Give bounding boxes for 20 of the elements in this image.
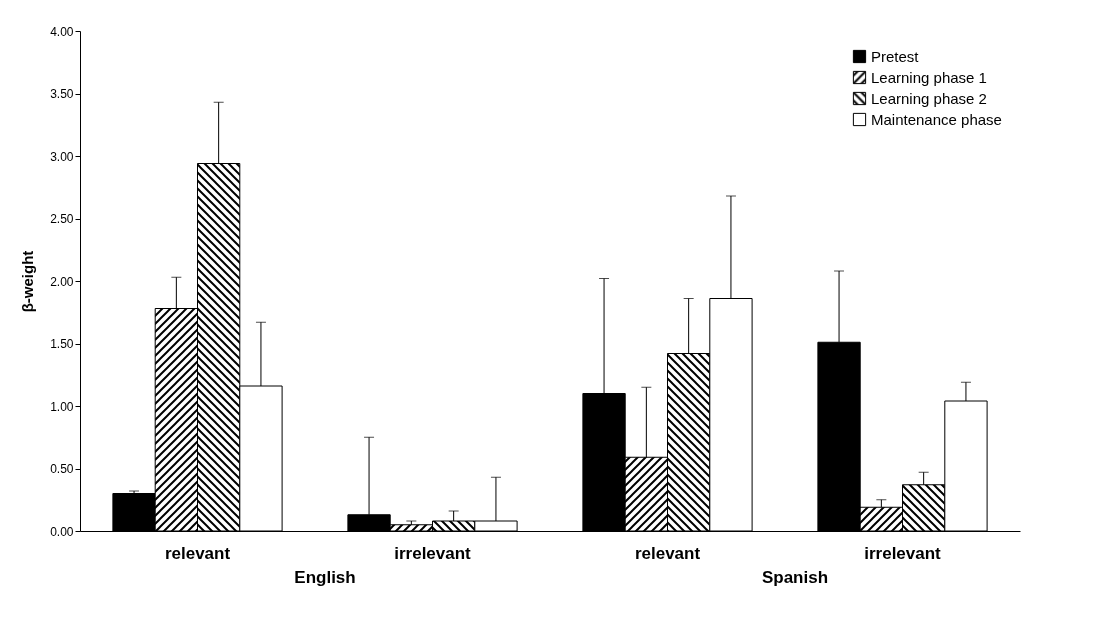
y-tick-label: 3.00 [50,149,74,164]
x-tick-label: irrelevant [864,543,942,563]
y-tick-label: 1.00 [50,399,74,414]
y-tick-label: 4.00 [50,24,74,39]
legend-label: Learning phase 1 [871,68,987,86]
y-tick-label: 2.00 [50,274,74,289]
y-tick-label: 0.00 [50,524,74,539]
x-tick-label: irrelevant [394,543,472,563]
text: Spanish [760,568,830,588]
y-tick-label: 1.50 [50,337,74,351]
y-tick-label: 0.50 [50,462,74,476]
y-tick-label: 2.50 [50,212,74,226]
legend-label: Learning phase 2 [871,89,987,107]
x-tick-label: relevant [634,543,701,563]
x-tick-label: relevant [164,543,231,563]
y-axis-title: β-weight [19,250,37,313]
text: English [293,568,357,588]
legend-label: Maintenance phase [871,110,1002,128]
legend-label: Pretest [871,47,920,65]
y-tick-label: 3.50 [50,87,74,101]
